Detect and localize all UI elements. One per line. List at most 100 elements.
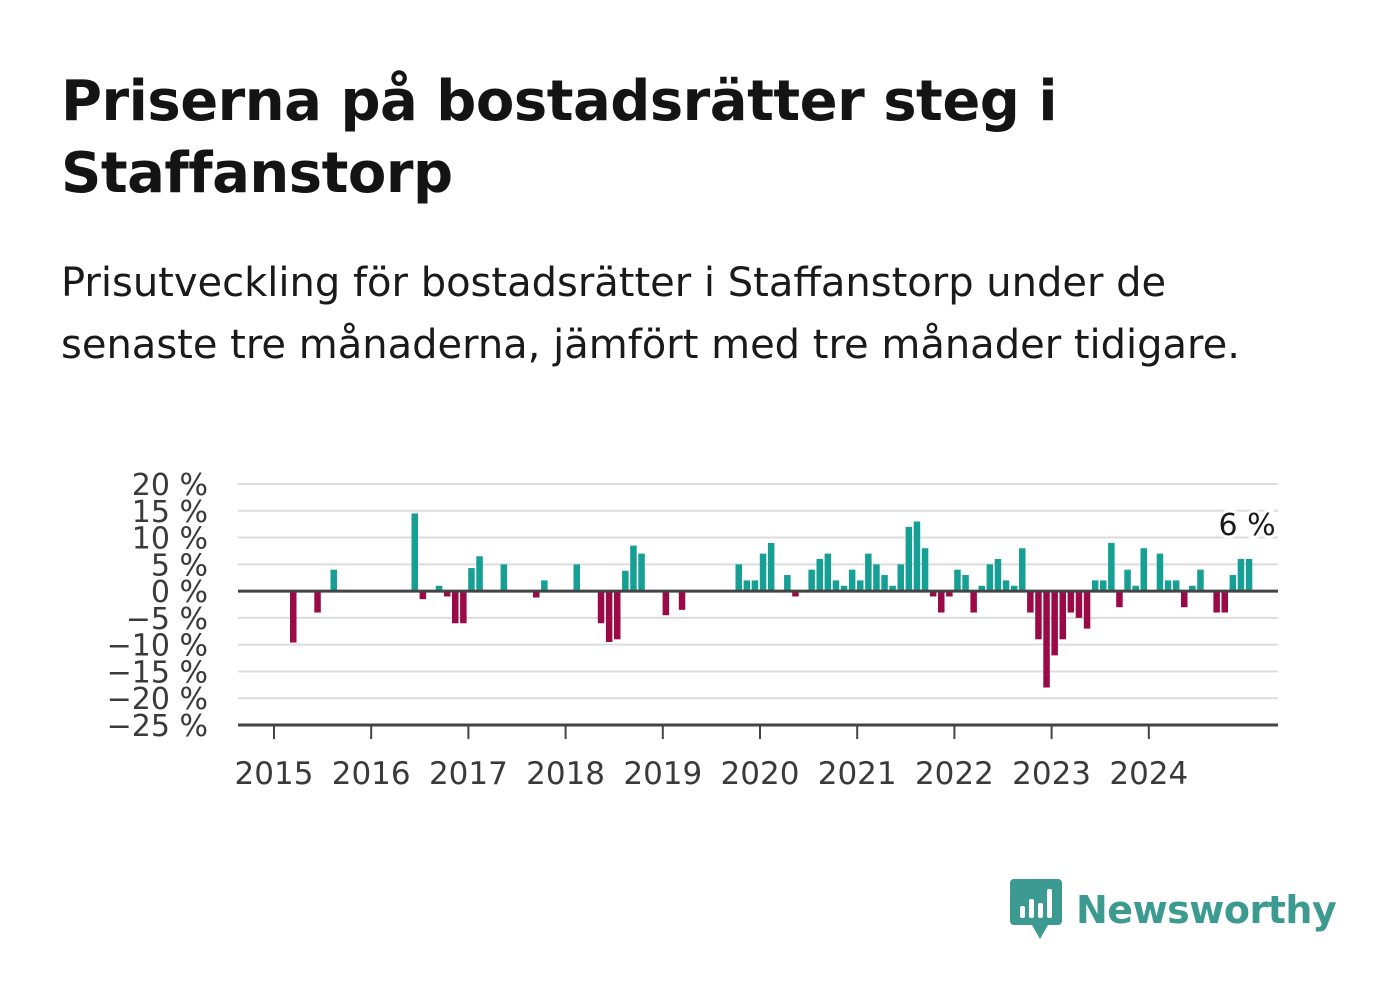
bar [913,521,921,592]
newsworthy-logo-icon [1010,879,1062,939]
bar [759,553,767,592]
bar [921,548,929,592]
x-tick-label: 2020 [721,756,800,792]
bar [848,569,856,592]
x-tick-label: 2015 [235,756,314,792]
bar [597,591,605,624]
brand-name: Newsworthy [1076,888,1337,932]
y-tick-label: −20 % [107,682,208,717]
bar [1181,591,1188,608]
bar [622,570,629,592]
bar [1172,580,1180,592]
x-tick-label: 2021 [818,756,897,792]
bar [1108,542,1115,592]
bar [533,591,540,598]
bar [784,575,791,592]
bar [954,569,961,592]
y-tick-label: −25 % [107,709,208,744]
y-tick-label: −15 % [107,655,208,690]
bar [290,591,297,643]
bar [1027,591,1034,613]
bar [314,591,321,613]
y-tick-label: 5 % [151,548,208,583]
x-tick-label: 2016 [332,756,411,792]
bar [1100,580,1107,592]
bar [946,591,953,597]
bar [1237,558,1245,592]
bar [1245,558,1253,592]
bar [816,558,823,592]
bar [751,580,759,592]
bar [938,591,945,613]
chart-title: Priserna på bostadsrätter steg i Staffan… [61,69,1058,206]
last-value-label: 6 % [1218,508,1275,543]
bar [662,591,670,616]
bar [1140,548,1147,592]
x-tick-label: 2018 [526,756,605,792]
y-tick-label: −5 % [126,602,208,637]
bar [605,591,613,642]
bar [840,585,848,592]
y-tick-label: 15 % [132,495,208,530]
bar [889,585,896,592]
bar [1221,591,1228,613]
bar [824,553,832,592]
bar [832,580,840,592]
bar [1067,591,1075,613]
bar [1124,569,1131,592]
bar [476,556,483,592]
bar [541,580,548,592]
bar [678,591,686,610]
bar [735,564,742,592]
bar [1043,591,1050,688]
bar [573,564,580,592]
bar [1075,591,1083,618]
bar [1229,575,1237,592]
bar [1164,580,1172,592]
bar [630,545,637,592]
bar [1197,569,1204,592]
bar [435,585,443,592]
bar [857,580,864,592]
bar [443,591,451,597]
y-tick-label: 10 % [132,522,208,557]
bar [905,526,913,592]
bar [1156,553,1164,592]
bar [743,580,751,592]
bar [614,591,621,640]
bar [460,591,467,624]
bar [986,564,994,592]
bar [468,568,475,592]
bar [873,564,880,592]
bar [500,564,508,592]
y-tick-label: 20 % [132,468,208,503]
bar [962,575,969,592]
x-tick-label: 2017 [429,756,508,792]
bar [1010,585,1018,592]
bar [1132,585,1139,592]
bar [1213,591,1220,613]
bar [970,591,977,613]
bar [330,569,337,592]
x-tick-label: 2022 [915,756,994,792]
bar-chart: 20 %15 %10 %5 %0 %−5 %−10 %−15 %−20 %−25… [107,468,1279,792]
bar [1116,591,1123,608]
bar [808,569,815,592]
bar [1051,591,1058,656]
bar [1083,591,1091,629]
x-tick-label: 2024 [1109,756,1188,792]
brand-logo: Newsworthy [1010,878,1337,942]
bar [1002,580,1010,592]
bar [1091,580,1099,592]
bar [767,542,775,592]
bar [1035,591,1042,640]
bar [638,553,645,592]
y-tick-label: 0 % [151,575,208,610]
bar [792,591,799,597]
bar [1019,548,1026,592]
bar [994,558,1002,592]
bar [978,585,985,592]
x-tick-label: 2023 [1012,756,1091,792]
bar [1189,585,1196,592]
x-tick-label: 2019 [623,756,702,792]
